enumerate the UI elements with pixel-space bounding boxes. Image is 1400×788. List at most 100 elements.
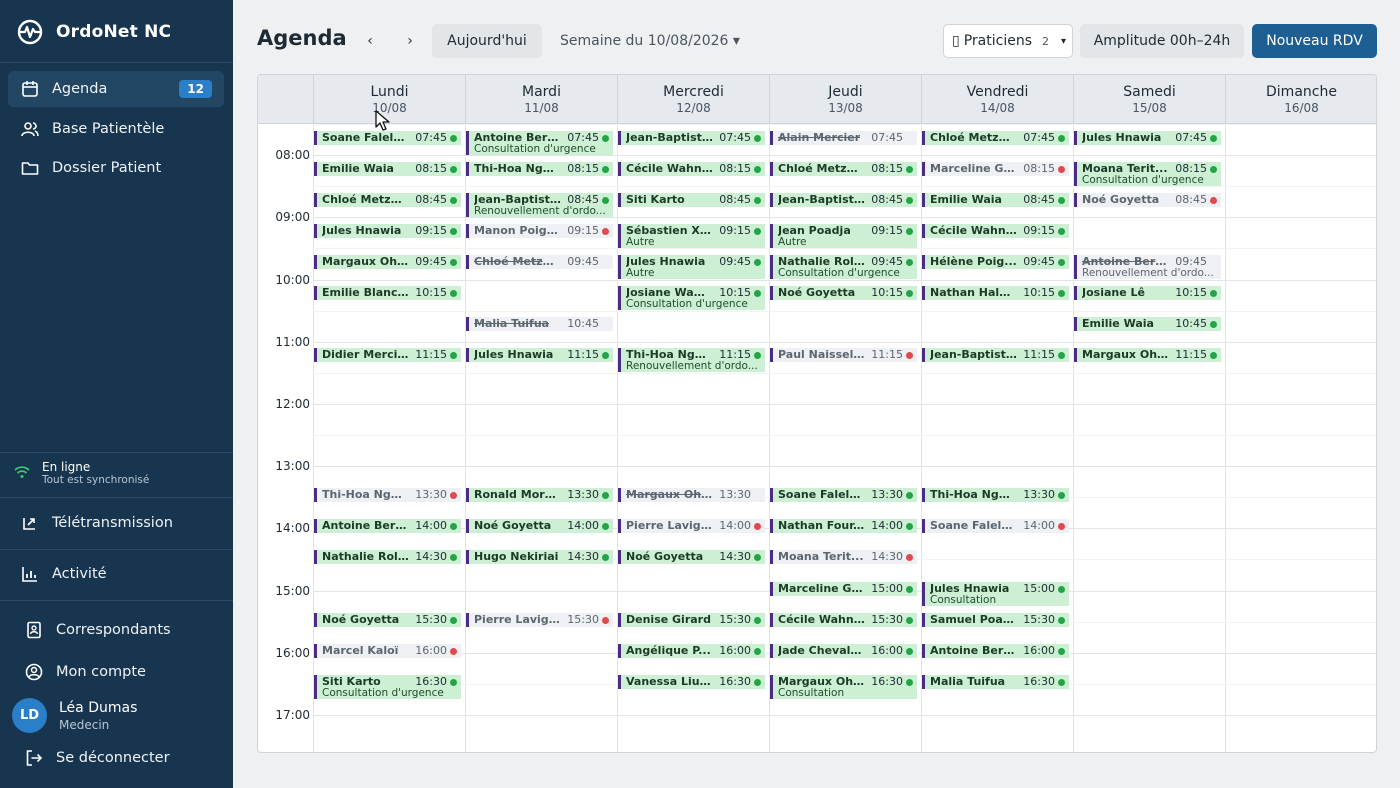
appointment-block[interactable]: Sébastien Xo... 09:15 Autre [618, 223, 765, 248]
appointment-block[interactable]: Jean Poadja 09:15 Autre [770, 223, 917, 248]
appointment-block[interactable]: Jade Chevalier 16:00 [770, 643, 917, 658]
appointment-block[interactable]: Soane Falela... 14:00 [922, 519, 1069, 534]
appointment-block[interactable]: Vanessa Liuf... 16:30 [618, 674, 765, 689]
appointment-block[interactable]: Pierre Lavigne 14:00 [618, 519, 765, 534]
appointment-block[interactable]: Jules Hnawia 15:00 Consultation [922, 581, 1069, 606]
nav-base-patientele[interactable]: Base Patientèle [8, 111, 224, 147]
appointment-block[interactable]: Cécile Wahn... 09:15 [922, 223, 1069, 238]
day-header-3[interactable]: Mercredi 12/08 [617, 75, 769, 124]
appointment-block[interactable]: Thi-Hoa Ngu... 13:30 [922, 488, 1069, 503]
appointment-block[interactable]: Antoine Berg... 16:00 [922, 643, 1069, 658]
appointment-block[interactable]: Thi-Hoa Ngu... 13:30 [314, 488, 461, 503]
appointment-block[interactable]: Siti Karto 16:30 Consultation d'urgence [314, 674, 461, 699]
today-button[interactable]: Aujourd'hui [432, 24, 542, 58]
appointment-block[interactable]: Emilie Waia 08:45 [922, 192, 1069, 207]
appointment-block[interactable]: Moana Terit... 08:15 Consultation d'urgenc… [1074, 161, 1221, 186]
logout-button[interactable]: Se déconnecter [8, 740, 224, 776]
appointment-block[interactable]: Noé Goyetta 14:00 [466, 519, 613, 534]
appointment-block[interactable]: Malia Tuifua 16:30 [922, 674, 1069, 689]
appointment-block[interactable]: Jean-Baptist... 08:45 Renouvellement d'ord… [466, 192, 613, 217]
appointment-block[interactable]: Marceline Go... 15:00 [770, 581, 917, 596]
nav-activite[interactable]: Activité [8, 556, 224, 592]
appointment-block[interactable]: Noé Goyetta 15:30 [314, 612, 461, 627]
appointment-block[interactable]: Emilie Blanc... 10:15 [314, 286, 461, 301]
appointment-block[interactable]: Noé Goyetta 08:45 [1074, 192, 1221, 207]
appointment-block[interactable]: Antoine Berger 09:45 Renouvellement d'ordo… [1074, 254, 1221, 279]
appointment-block[interactable]: Chloé Metzger 09:45 [466, 254, 613, 269]
appointment-block[interactable]: Soane Falela... 13:30 [770, 488, 917, 503]
appointment-block[interactable]: Cécile Wahn... 08:15 [618, 161, 765, 176]
appointment-block[interactable]: Margaux Ohl... 09:45 [314, 254, 461, 269]
appointment-block[interactable]: Marcel Kaloï 16:00 [314, 643, 461, 658]
appointment-block[interactable]: Nathalie Roll... 14:30 [314, 550, 461, 565]
appointment-block[interactable]: Chloé Metzger 08:45 [314, 192, 461, 207]
patient-name: Pierre Lavigne [474, 612, 561, 626]
appointment-block[interactable]: Jean-Baptist... 11:15 [922, 348, 1069, 363]
appointment-block[interactable]: Nathan Hala... 10:15 [922, 286, 1069, 301]
appointment-block[interactable]: Nathan Four... 14:00 [770, 519, 917, 534]
appointment-block[interactable]: Soane Falela... 07:45 [314, 130, 461, 145]
appointment-block[interactable]: Emilie Waia 08:15 [314, 161, 461, 176]
appointment-block[interactable]: Angélique P... 16:00 [618, 643, 765, 658]
appointment-block[interactable]: Jules Hnawia 09:45 Autre [618, 254, 765, 279]
day-header-2[interactable]: Mardi 11/08 [465, 75, 617, 124]
appointment-block[interactable]: Antoine Berg... 07:45 Consultation d'urgen… [466, 130, 613, 155]
nav-teletransmission-label: Télétransmission [52, 515, 173, 531]
day-header-6[interactable]: Samedi 15/08 [1073, 75, 1225, 124]
appointment-block[interactable]: Margaux Ohl... 11:15 [1074, 348, 1221, 363]
appointment-block[interactable]: Marceline Go... 08:15 [922, 161, 1069, 176]
appointment-block[interactable]: Cécile Wahn... 15:30 [770, 612, 917, 627]
appointment-block[interactable]: Manon Poigo... 09:15 [466, 223, 613, 238]
appointment-block[interactable]: Jules Hnawia 11:15 [466, 348, 613, 363]
praticiens-filter[interactable]: ▯ Praticiens 2 ▾ [943, 24, 1073, 58]
new-appointment-button[interactable]: Nouveau RDV [1252, 24, 1377, 58]
week-selector[interactable]: Semaine du 10/08/2026 ▾ [560, 33, 740, 49]
appointment-block[interactable]: Chloé Metzger 07:45 [922, 130, 1069, 145]
next-week-button[interactable]: › [407, 33, 413, 49]
appointment-block[interactable]: Didier Mercier 11:15 [314, 348, 461, 363]
nav-teletransmission[interactable]: Télétransmission [8, 505, 224, 541]
appointment-block[interactable]: Hugo Nekiriai 14:30 [466, 550, 613, 565]
appointment-block[interactable]: Nathalie Roll... 09:45 Consultation d'urge… [770, 254, 917, 279]
user-profile[interactable]: LD Léa Dumas Medecin [12, 698, 137, 733]
day-header-4[interactable]: Jeudi 13/08 [769, 75, 921, 124]
appointment-block[interactable]: Margaux Ohl... 16:30 Consultation [770, 674, 917, 699]
appointment-block[interactable]: Pierre Lavigne 15:30 [466, 612, 613, 627]
nav-correspondants[interactable]: Correspondants [8, 612, 224, 648]
amplitude-button[interactable]: Amplitude 00h–24h [1080, 24, 1244, 58]
nav-agenda[interactable]: Agenda 12 [8, 71, 224, 107]
appointment-block[interactable]: Antoine Berg... 14:00 [314, 519, 461, 534]
appointment-block[interactable]: Jules Hnawia 07:45 [1074, 130, 1221, 145]
nav-mon-compte[interactable]: Mon compte [8, 654, 224, 690]
appointment-block[interactable]: Noé Goyetta 14:30 [618, 550, 765, 565]
appointment-block[interactable]: Thi-Hoa Ngu... 08:15 [466, 161, 613, 176]
appointment-block[interactable]: Margaux Ohlen 13:30 [618, 488, 765, 503]
day-header-5[interactable]: Vendredi 14/08 [921, 75, 1073, 124]
appointment-block[interactable]: Jean-Baptist... 07:45 [618, 130, 765, 145]
status-dot [450, 290, 457, 298]
appointment-block[interactable]: Josiane Wam... 10:15 Consultation d'urgenc… [618, 286, 765, 311]
appointment-block[interactable]: Ronald More... 13:30 [466, 488, 613, 503]
appointment-block[interactable]: Moana Terit... 14:30 [770, 550, 917, 565]
appointment-block[interactable]: Thi-Hoa Ngu... 11:15 Renouvellement d'ordo… [618, 348, 765, 373]
appointment-block[interactable]: Hélène Poig... 09:45 [922, 254, 1069, 269]
patient-name: Jules Hnawia [322, 223, 402, 237]
appointment-block[interactable]: Noé Goyetta 10:15 [770, 286, 917, 301]
patient-name: Moana Terit... [778, 550, 864, 564]
nav-dossier-patient[interactable]: Dossier Patient [8, 150, 224, 186]
appointment-block[interactable]: Siti Karto 08:45 [618, 192, 765, 207]
appointment-block[interactable]: Emilie Waia 10:45 [1074, 317, 1221, 332]
brand[interactable]: OrdoNet NC [14, 16, 171, 48]
day-header-1[interactable]: Lundi 10/08 [313, 75, 465, 124]
appointment-block[interactable]: Malia Tuifua 10:45 [466, 317, 613, 332]
appointment-block[interactable]: Jean-Baptist... 08:45 [770, 192, 917, 207]
appointment-block[interactable]: Josiane Lê 10:15 [1074, 286, 1221, 301]
day-header-7[interactable]: Dimanche 16/08 [1225, 75, 1376, 124]
appointment-block[interactable]: Chloé Metzger 08:15 [770, 161, 917, 176]
prev-week-button[interactable]: ‹ [367, 33, 373, 49]
appointment-block[interactable]: Samuel Poadja 15:30 [922, 612, 1069, 627]
appointment-block[interactable]: Jules Hnawia 09:15 [314, 223, 461, 238]
appointment-block[interactable]: Paul Naisseli... 11:15 [770, 348, 917, 363]
appointment-block[interactable]: Denise Girard 15:30 [618, 612, 765, 627]
appointment-block[interactable]: Alain Mercier 07:45 [770, 130, 917, 145]
